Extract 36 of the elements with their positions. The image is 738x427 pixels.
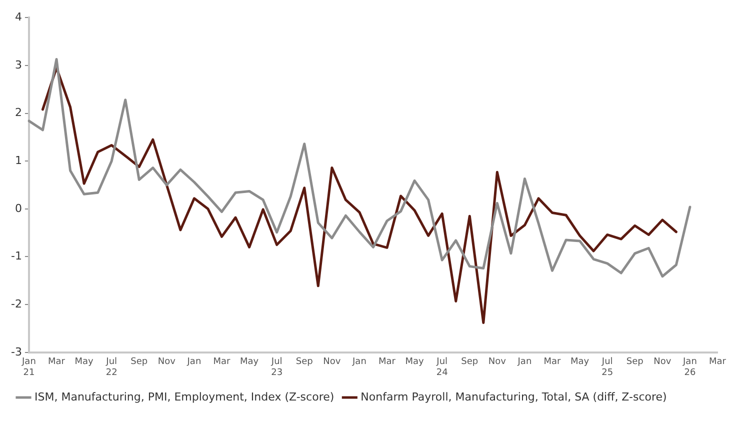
x-tick-label: Sep bbox=[626, 357, 644, 368]
y-tick-label: -1 bbox=[11, 250, 22, 263]
x-tick-label: Jan 21 bbox=[21, 357, 36, 378]
x-tick-label: Jan bbox=[516, 357, 532, 368]
x-tick-label: Jan bbox=[186, 357, 202, 368]
x-tick-label: Jul 23 bbox=[270, 357, 283, 378]
legend-label: ISM, Manufacturing, PMI, Employment, Index (Z-score) bbox=[34, 390, 334, 404]
x-tick-label: Mar bbox=[544, 357, 562, 368]
y-tick-label: 1 bbox=[14, 154, 22, 167]
x-tick-label: Nov bbox=[654, 357, 672, 368]
y-tick-label: -3 bbox=[11, 345, 22, 358]
x-tick-label: Mar bbox=[378, 357, 396, 368]
x-tick-label: Mar bbox=[213, 357, 231, 368]
x-tick-label: Sep bbox=[130, 357, 148, 368]
y-tick-label: -2 bbox=[11, 297, 22, 310]
x-tick-label: Jul 22 bbox=[105, 357, 118, 378]
x-tick-label: Nov bbox=[488, 357, 507, 368]
x-tick-label: May bbox=[570, 357, 590, 368]
y-tick-label: 3 bbox=[14, 58, 22, 72]
x-tick-label: May bbox=[240, 357, 260, 368]
x-tick-label: May bbox=[405, 357, 425, 368]
y-tick-label: 0 bbox=[14, 202, 22, 215]
legend-label: Nonfarm Payroll, Manufacturing, Total, SA (diff, Z-score) bbox=[360, 390, 667, 404]
x-tick-label: Jan 26 bbox=[682, 357, 697, 378]
x-tick-label: Nov bbox=[158, 357, 176, 368]
x-tick-label: Jan bbox=[352, 357, 366, 368]
x-tick-label: Mar bbox=[48, 357, 66, 368]
x-tick-label: Mar bbox=[709, 357, 726, 368]
x-tick-label: May bbox=[74, 357, 94, 368]
y-tick-label: 2 bbox=[14, 106, 22, 120]
x-tick-label: Sep bbox=[296, 357, 314, 368]
y-tick-label: 4 bbox=[14, 10, 22, 24]
x-tick-label: Jul 25 bbox=[600, 357, 614, 378]
x-tick-label: Jul 24 bbox=[436, 357, 448, 378]
x-tick-label: Sep bbox=[461, 357, 478, 368]
x-tick-label: Nov bbox=[323, 357, 342, 368]
